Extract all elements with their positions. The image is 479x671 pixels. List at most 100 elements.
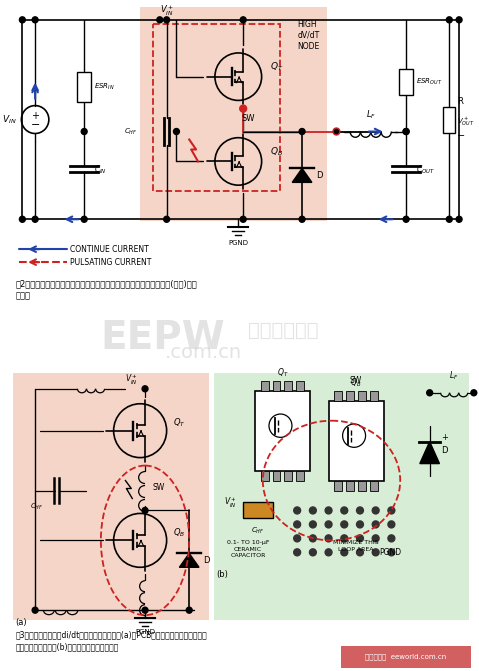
Bar [346,480,354,491]
Circle shape [142,507,148,513]
Circle shape [446,216,452,222]
Circle shape [294,521,301,528]
Text: 电子产品世界: 电子产品世界 [248,321,319,340]
Circle shape [325,507,332,514]
Text: $L_F$: $L_F$ [365,109,376,121]
FancyBboxPatch shape [243,503,273,519]
Text: 0.1- TO 10-µF
CERAMIC
CAPACITOR: 0.1- TO 10-µF CERAMIC CAPACITOR [227,540,269,558]
Circle shape [356,549,364,556]
Bar [358,480,366,491]
Bar [346,391,354,401]
Circle shape [309,549,316,556]
Circle shape [142,607,148,613]
Text: EEPW: EEPW [101,319,226,357]
FancyBboxPatch shape [329,401,384,480]
Circle shape [299,216,305,222]
FancyBboxPatch shape [342,646,471,668]
Circle shape [341,549,348,556]
Circle shape [388,535,395,542]
Text: MINIMIZE THIS
LOOP AREA: MINIMIZE THIS LOOP AREA [333,540,379,552]
Text: 图3，降压转换器的高di/dt回路区中的寄生电感(a)在PCB走线上生成大量压摆给予冲
刺，建议的布局方法(b)尽量减少了热回路面积。: 图3，降压转换器的高di/dt回路区中的寄生电感(a)在PCB走线上生成大量压摆… [15,630,207,651]
Text: $ESR_{OUT}$: $ESR_{OUT}$ [416,76,443,87]
Circle shape [32,17,38,23]
Text: $V_{IN}$: $V_{IN}$ [2,113,16,125]
Text: CONTINUE CURRENT: CONTINUE CURRENT [70,245,149,254]
Circle shape [446,17,452,23]
Text: (a): (a) [15,618,27,627]
Circle shape [403,129,409,134]
Circle shape [388,521,395,528]
Text: +: + [442,433,448,442]
Bar [334,391,342,401]
Text: $L_F$: $L_F$ [449,370,459,382]
Text: SW: SW [153,483,165,492]
Text: PULSATING CURRENT: PULSATING CURRENT [70,258,152,266]
Text: $V_{IN}^+$: $V_{IN}^+$ [125,373,138,387]
Text: PGND: PGND [228,240,248,246]
Text: $Q_B$: $Q_B$ [270,145,283,158]
Bar [358,391,366,401]
Text: $C_{HF}$: $C_{HF}$ [124,126,137,137]
Circle shape [294,535,301,542]
Circle shape [356,507,364,514]
Circle shape [341,521,348,528]
Circle shape [388,549,395,556]
Text: PGND: PGND [379,548,401,558]
Circle shape [471,390,477,396]
Text: SW: SW [241,113,255,123]
Circle shape [325,535,332,542]
Text: $C_{OUT}$: $C_{OUT}$ [416,163,435,176]
Circle shape [309,535,316,542]
Text: −: − [31,119,40,130]
Circle shape [356,535,364,542]
FancyBboxPatch shape [12,373,209,620]
Text: D: D [203,556,209,565]
Text: $Q_B$: $Q_B$ [350,377,362,389]
Text: $V_{IN}^+$: $V_{IN}^+$ [224,496,237,510]
Bar [334,480,342,491]
Text: 中工程世界  eeworld.com.cn: 中工程世界 eeworld.com.cn [365,654,447,660]
FancyBboxPatch shape [140,7,327,221]
Text: D: D [442,446,448,455]
Text: R: R [457,97,463,106]
Circle shape [186,607,192,613]
Circle shape [356,521,364,528]
Bar [296,381,304,391]
Text: $Q_T$: $Q_T$ [270,60,283,73]
Bar [399,68,413,95]
Text: $C_{HF}$: $C_{HF}$ [251,525,264,535]
Circle shape [309,521,316,528]
FancyBboxPatch shape [214,373,469,620]
Text: SW: SW [350,376,362,384]
Circle shape [81,129,87,134]
Circle shape [164,17,170,23]
Circle shape [341,535,348,542]
Circle shape [334,130,338,134]
Circle shape [309,507,316,514]
Text: $ESR_{IN}$: $ESR_{IN}$ [94,82,114,92]
Circle shape [372,507,379,514]
Circle shape [20,216,25,222]
Bar [285,470,292,480]
Text: $Q_B$: $Q_B$ [173,526,186,539]
Bar [444,107,455,132]
Bar [77,72,91,101]
Circle shape [325,549,332,556]
Text: −: − [457,130,465,140]
Text: $C_{IN}$: $C_{IN}$ [94,163,107,176]
Text: $Q_T$: $Q_T$ [276,367,288,379]
Text: D: D [316,171,322,180]
Bar [273,470,281,480]
Bar [273,381,281,391]
Circle shape [173,129,180,134]
FancyBboxPatch shape [255,391,310,470]
Circle shape [81,216,87,222]
Polygon shape [180,554,199,567]
Circle shape [372,549,379,556]
Text: 图2，实线表示一个同步降压转换器中的连续电流路径；虚线表示脉冲(开关)电流
路径。: 图2，实线表示一个同步降压转换器中的连续电流路径；虚线表示脉冲(开关)电流 路径… [15,279,197,300]
Polygon shape [292,168,312,183]
Circle shape [240,17,246,23]
Text: HIGH
dV/dT
NODE: HIGH dV/dT NODE [297,20,319,51]
Text: $C_{HF}$: $C_{HF}$ [30,501,44,512]
Text: PGND: PGND [135,629,155,635]
